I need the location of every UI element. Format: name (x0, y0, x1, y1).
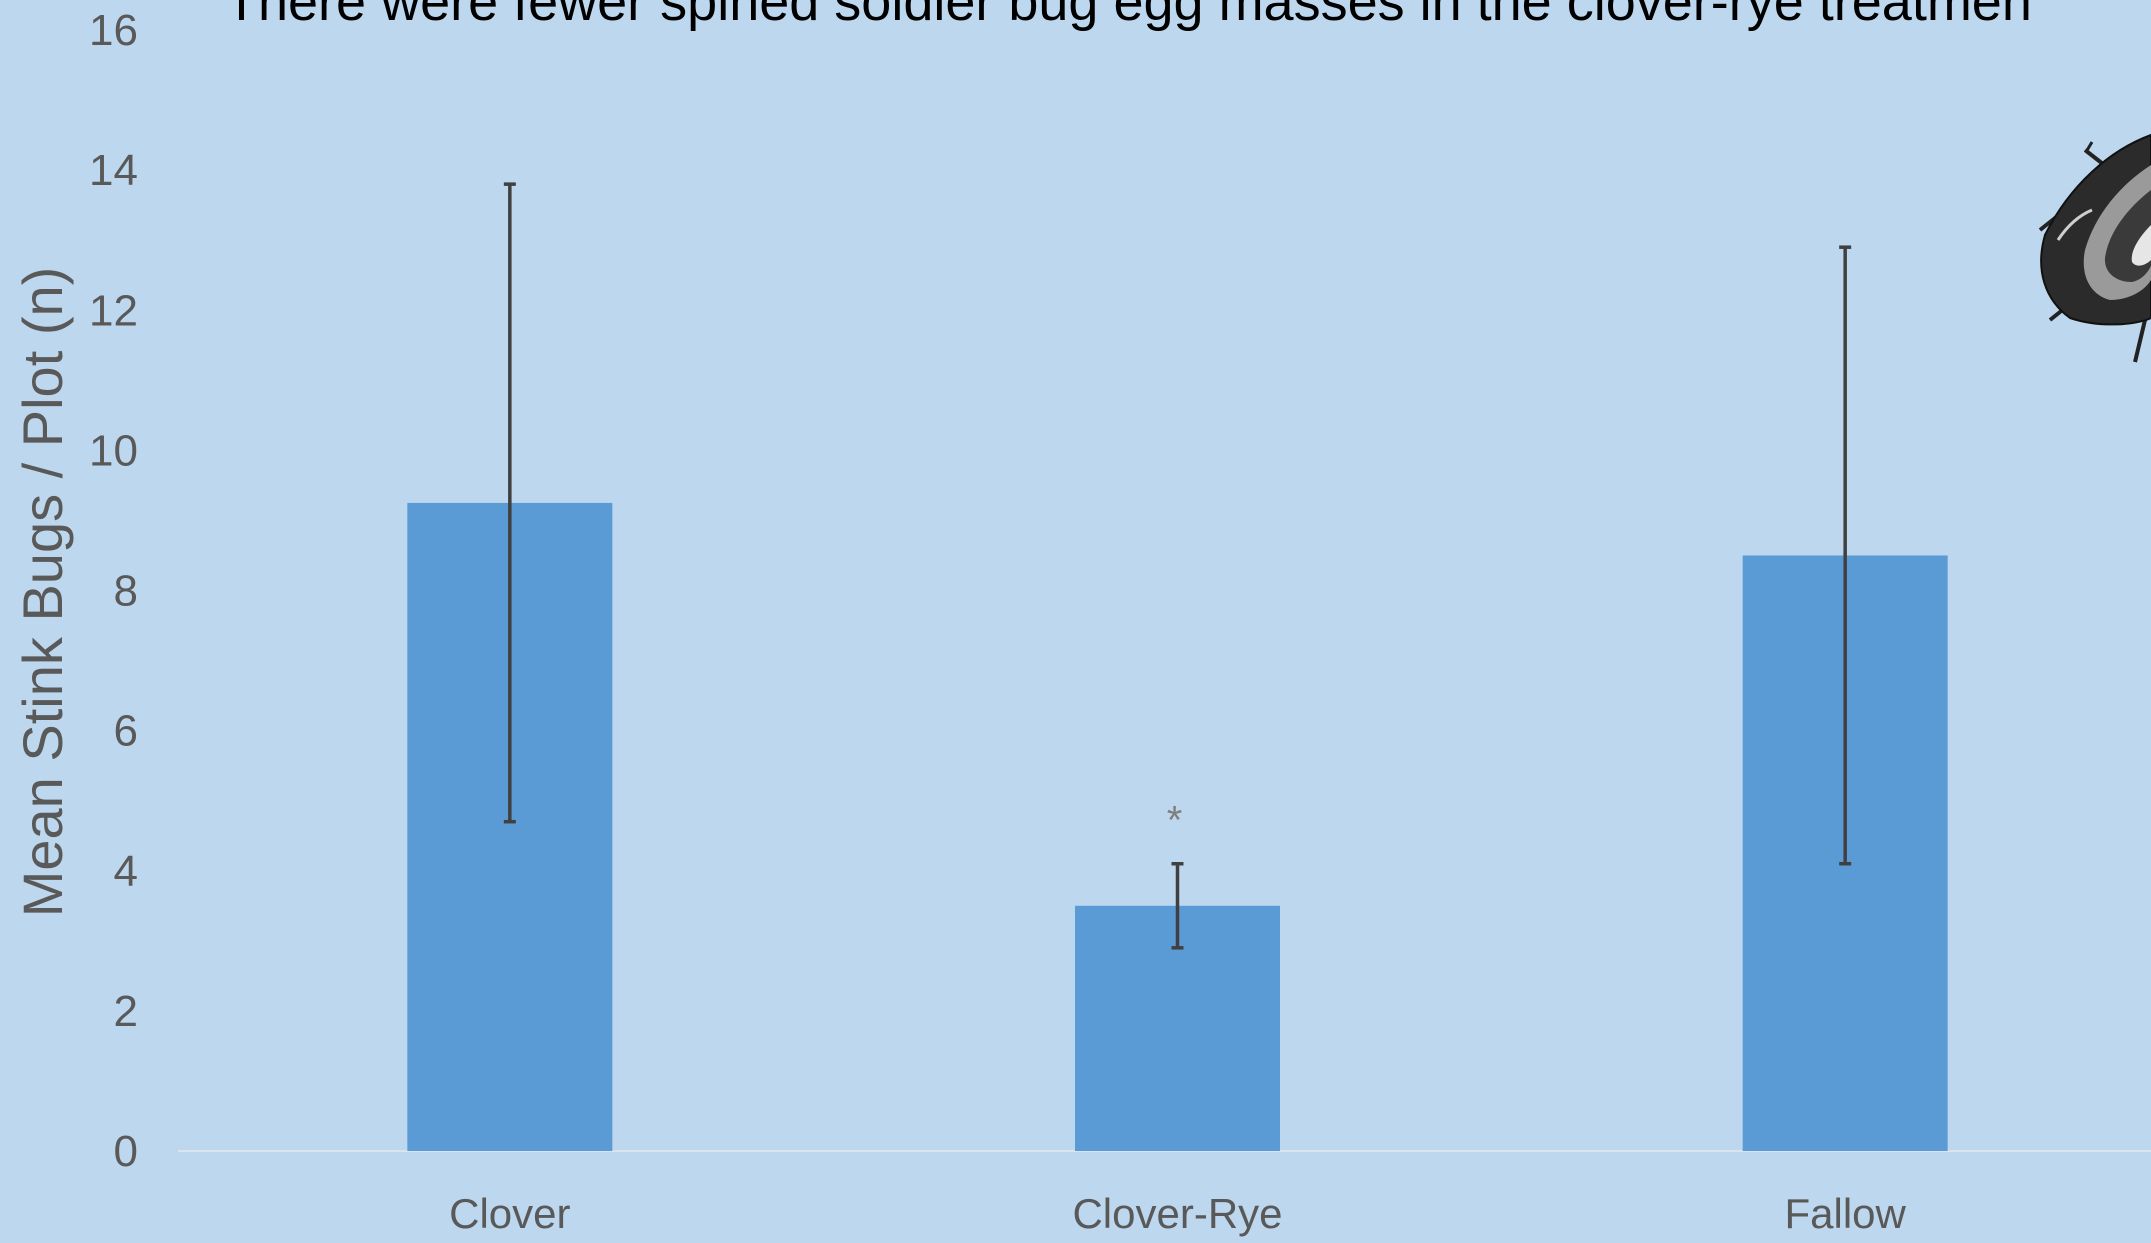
beetle-icon (2038, 133, 2151, 363)
y-tick-label: 16 (89, 6, 138, 55)
significance-marker: * (1167, 799, 1183, 843)
y-tick-label: 2 (114, 987, 138, 1036)
y-tick-label: 8 (114, 567, 138, 616)
chart-title: There were fewer spined soldier bug egg … (225, 0, 2032, 32)
error-bar (1839, 245, 1852, 866)
x-tick-label: Clover-Rye (1072, 1190, 1282, 1237)
y-axis-label: Mean Stink Bugs / Plot (n) (11, 267, 74, 918)
y-tick-label: 4 (114, 847, 138, 896)
annotations: * (1167, 799, 1183, 843)
x-tick-label: Clover (449, 1190, 570, 1237)
error-bar (1171, 861, 1184, 950)
error-bar (503, 182, 516, 824)
category-labels: Clover Clover-Rye Fallow (449, 1190, 1906, 1237)
x-tick-label: Fallow (1784, 1190, 1906, 1237)
error-bars (503, 182, 1852, 950)
y-tick-label: 14 (89, 146, 138, 195)
y-axis-ticks: 0 2 4 6 8 10 12 14 16 (89, 6, 138, 1176)
y-tick-label: 12 (89, 286, 138, 335)
y-tick-label: 6 (114, 707, 138, 756)
y-tick-label: 10 (89, 426, 138, 475)
y-tick-label: 0 (114, 1127, 138, 1176)
